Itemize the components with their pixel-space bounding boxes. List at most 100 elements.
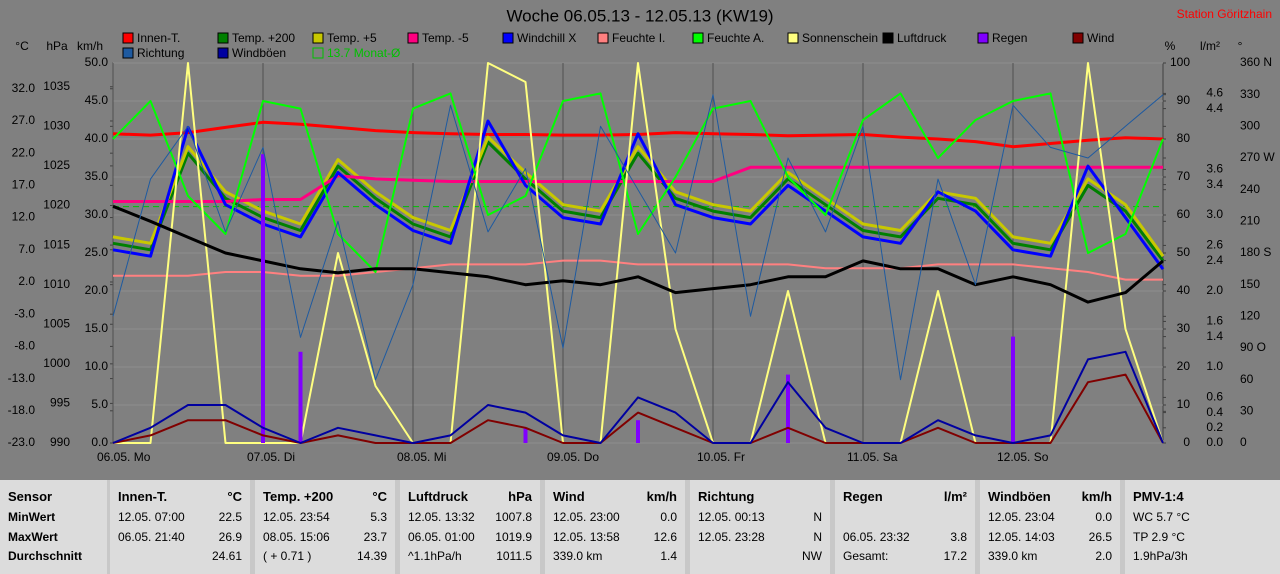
- y-tick-label: 300: [1240, 119, 1260, 133]
- cell-label: 12.05. 13:32: [408, 510, 475, 524]
- cell-value: 26.9: [218, 529, 242, 544]
- legend-label: Regen: [992, 31, 1027, 45]
- y-tick-label: 90: [1177, 93, 1191, 107]
- panel-unit: l/m²: [943, 489, 967, 504]
- y-tick-label: 20: [1177, 359, 1191, 373]
- y-tick-label: 15.0: [85, 321, 109, 335]
- y-tick-label: -18.0: [8, 403, 36, 417]
- y-tick-label: 270 W: [1240, 150, 1275, 164]
- legend-label: Temp. +5: [327, 31, 377, 45]
- cell-value: 1.4: [660, 549, 677, 563]
- legend-label: Temp. -5: [422, 31, 469, 45]
- cell-label: 12.05. 14:03: [988, 529, 1055, 544]
- cell-value: N: [813, 529, 822, 544]
- cell-value: NW: [802, 549, 822, 563]
- y-tick-label: 25.0: [85, 245, 109, 259]
- y-tick-label: 2.0: [18, 274, 35, 288]
- legend-swatch: [882, 32, 894, 44]
- y-tick-label: 5.0: [91, 397, 108, 411]
- rain-bar: [636, 420, 640, 443]
- y-tick-label: 80: [1177, 131, 1191, 145]
- cell-label: 1.9hPa/3h: [1133, 549, 1188, 563]
- cell-value: 1011.5: [496, 549, 532, 563]
- cell-label: 12.05. 07:00: [118, 510, 185, 524]
- panel-title: Innen-T.: [118, 489, 168, 504]
- y-tick-label: 1.4: [1206, 329, 1223, 343]
- cell-label: 12.05. 23:28: [698, 529, 765, 544]
- y-tick-label: 12.0: [12, 210, 36, 224]
- cell-label: 12.05. 00:13: [698, 510, 765, 524]
- legend-swatch: [312, 32, 324, 44]
- x-tick-label: 09.05. Do: [547, 450, 599, 464]
- y-tick-label: 1000: [43, 356, 70, 370]
- y-tick-label: 50.0: [85, 55, 109, 69]
- y-tick-label: 240: [1240, 182, 1260, 196]
- legend-label: Windchill X: [517, 31, 576, 45]
- panel-unit: km/h: [1081, 489, 1112, 504]
- y-tick-label: 40.0: [85, 131, 109, 145]
- cell-label: 08.05. 15:06: [263, 529, 330, 544]
- legend-swatch: [217, 47, 229, 59]
- x-tick-label: 10.05. Fr: [697, 450, 745, 464]
- y-tick-label: 4.6: [1206, 86, 1223, 100]
- y-tick-label: 0: [1240, 435, 1247, 449]
- y-tick-label: 3.6: [1206, 162, 1223, 176]
- y-tick-label: -8.0: [14, 339, 35, 353]
- cell-value: 17.2: [943, 549, 967, 563]
- panel-unit: °C: [227, 489, 242, 504]
- axis-unit: °C: [15, 39, 29, 53]
- series-line: [112, 204, 1164, 304]
- y-tick-label: 990: [50, 435, 70, 449]
- legend-swatch: [597, 32, 609, 44]
- cell-value: 12.6: [653, 529, 677, 544]
- legend-swatch: [502, 32, 514, 44]
- y-tick-label: 1.0: [1206, 359, 1223, 373]
- series-line: [113, 165, 1163, 203]
- axis-unit: %: [1165, 39, 1176, 53]
- y-tick-label: 995: [50, 396, 70, 410]
- cell-value: 0.0: [660, 510, 677, 524]
- cell-value: 1019.9: [495, 529, 532, 544]
- legend-swatch: [217, 32, 229, 44]
- cell-label: WC 5.7 °C: [1133, 510, 1190, 524]
- cell-label: 06.05. 23:32: [843, 529, 910, 544]
- panel: PMV-1:4 WC 5.7 °C TP 2.9 °C 1.9hPa/3h: [1125, 480, 1280, 574]
- y-tick-label: 27.0: [12, 113, 36, 127]
- y-tick-label: 120: [1240, 309, 1260, 323]
- legend-swatch: [692, 32, 704, 44]
- y-tick-label: 40: [1177, 283, 1191, 297]
- y-tick-label: 0.4: [1206, 405, 1223, 419]
- cell-value: 24.61: [211, 549, 242, 563]
- x-tick-label: 12.05. So: [997, 450, 1049, 464]
- legend-label: Feuchte I.: [612, 31, 665, 45]
- y-tick-label: 1015: [43, 237, 70, 251]
- y-tick-label: 0.0: [91, 435, 108, 449]
- axis-unit: l/m²: [1200, 39, 1220, 53]
- series-line: [112, 135, 1165, 258]
- panel: Windböen km/h 12.05. 23:04 0.0 12.05. 14:03 2…: [980, 480, 1120, 574]
- legend-label: Wind: [1087, 31, 1114, 45]
- panel-title: Sensor: [8, 489, 53, 504]
- cell-label: 06.05. 01:00: [408, 529, 475, 544]
- y-tick-label: 150: [1240, 277, 1260, 291]
- legend-label: Sonnenschein: [802, 31, 878, 45]
- y-tick-label: 210: [1240, 214, 1260, 228]
- y-tick-label: 2.4: [1206, 253, 1223, 267]
- x-tick-label: 11.05. Sa: [847, 450, 898, 464]
- cell-label: ^1.1hPa/h: [408, 549, 462, 563]
- legend-swatch: [407, 32, 419, 44]
- cell-value: 3.8: [950, 529, 967, 544]
- y-tick-label: 0.2: [1206, 420, 1223, 434]
- legend-label: Richtung: [137, 46, 184, 60]
- y-tick-label: 30.0: [85, 207, 109, 221]
- y-tick-label: 20.0: [85, 283, 109, 297]
- legend-label: Luftdruck: [897, 31, 947, 45]
- series-line: [112, 350, 1164, 444]
- panel: Richtung 12.05. 00:13 N 12.05. 23:28 N NW: [690, 480, 830, 574]
- y-tick-label: 180 S: [1240, 245, 1271, 259]
- y-tick-label: 70: [1177, 169, 1191, 183]
- cell-label: 339.0 km: [988, 549, 1038, 563]
- rain-bar: [261, 154, 265, 443]
- y-tick-label: 30: [1177, 321, 1191, 335]
